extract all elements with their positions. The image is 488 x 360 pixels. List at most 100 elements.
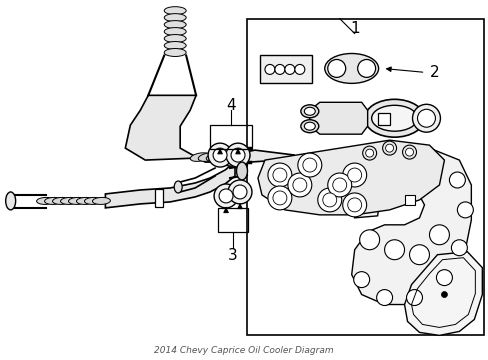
Circle shape [436, 270, 451, 285]
Circle shape [359, 230, 379, 250]
Polygon shape [105, 162, 235, 208]
Circle shape [382, 141, 396, 155]
Circle shape [456, 202, 472, 218]
Ellipse shape [300, 120, 318, 133]
Ellipse shape [300, 105, 318, 118]
Ellipse shape [164, 14, 186, 22]
Ellipse shape [219, 148, 244, 166]
Ellipse shape [236, 162, 247, 180]
Bar [155, 189, 163, 207]
Circle shape [302, 158, 316, 172]
Ellipse shape [304, 107, 315, 115]
Ellipse shape [364, 99, 424, 137]
Ellipse shape [44, 197, 62, 204]
Text: 2014 Chevy Caprice Oil Cooler Diagram: 2014 Chevy Caprice Oil Cooler Diagram [154, 346, 333, 355]
Text: 3: 3 [228, 248, 238, 263]
Ellipse shape [92, 197, 110, 204]
Circle shape [376, 289, 392, 306]
Circle shape [347, 168, 361, 182]
Circle shape [428, 225, 448, 245]
Circle shape [317, 188, 341, 212]
Ellipse shape [206, 153, 225, 161]
Text: 4: 4 [226, 98, 235, 113]
Circle shape [287, 173, 311, 197]
Ellipse shape [6, 192, 16, 210]
Ellipse shape [164, 49, 186, 57]
Circle shape [267, 186, 291, 210]
Circle shape [285, 64, 294, 75]
Ellipse shape [52, 197, 70, 204]
Circle shape [267, 163, 291, 187]
Circle shape [219, 189, 233, 203]
Ellipse shape [164, 21, 186, 28]
Circle shape [227, 180, 251, 204]
Circle shape [384, 240, 404, 260]
Ellipse shape [164, 28, 186, 36]
Circle shape [342, 193, 366, 217]
Text: 2: 2 [428, 65, 438, 80]
Ellipse shape [237, 145, 248, 165]
Ellipse shape [371, 105, 417, 131]
Ellipse shape [198, 153, 218, 161]
Circle shape [225, 143, 249, 167]
Circle shape [297, 153, 321, 177]
Bar [260, 55, 311, 84]
Circle shape [294, 64, 304, 75]
Circle shape [327, 173, 351, 197]
Circle shape [402, 145, 416, 159]
Circle shape [408, 245, 428, 265]
Ellipse shape [164, 7, 186, 15]
Ellipse shape [164, 35, 186, 42]
Circle shape [272, 168, 286, 182]
Bar [246, 19, 483, 336]
Ellipse shape [304, 122, 315, 130]
Ellipse shape [61, 197, 78, 204]
Ellipse shape [37, 197, 55, 204]
Polygon shape [404, 252, 481, 336]
Bar [218, 208, 247, 232]
Ellipse shape [222, 153, 242, 161]
Ellipse shape [76, 197, 94, 204]
Circle shape [208, 143, 232, 167]
Circle shape [417, 109, 435, 127]
Bar [377, 113, 389, 125]
Circle shape [272, 191, 286, 205]
Circle shape [441, 292, 447, 298]
Bar [210, 125, 251, 149]
Circle shape [365, 149, 373, 157]
Circle shape [327, 59, 345, 77]
Polygon shape [309, 102, 367, 134]
Ellipse shape [230, 153, 249, 161]
Circle shape [213, 148, 226, 162]
Circle shape [385, 144, 393, 152]
Circle shape [292, 178, 306, 192]
Ellipse shape [164, 41, 186, 50]
Circle shape [332, 178, 346, 192]
Ellipse shape [214, 153, 233, 161]
Circle shape [357, 59, 375, 77]
Ellipse shape [84, 197, 102, 204]
Circle shape [448, 172, 465, 188]
Circle shape [214, 184, 238, 208]
Circle shape [450, 240, 467, 256]
Circle shape [274, 64, 285, 75]
Ellipse shape [174, 181, 182, 193]
Circle shape [230, 148, 244, 162]
Circle shape [353, 272, 369, 288]
Polygon shape [351, 148, 470, 305]
Circle shape [342, 163, 366, 187]
Circle shape [322, 193, 336, 207]
Circle shape [412, 104, 440, 132]
Circle shape [362, 146, 376, 160]
Circle shape [264, 64, 274, 75]
Ellipse shape [190, 153, 209, 161]
Circle shape [233, 185, 246, 199]
Circle shape [347, 198, 361, 212]
Circle shape [405, 148, 413, 156]
Ellipse shape [68, 197, 86, 204]
Circle shape [406, 289, 422, 306]
Ellipse shape [324, 54, 378, 84]
Bar [404, 195, 414, 205]
Polygon shape [258, 140, 444, 215]
Text: 1: 1 [349, 21, 359, 36]
